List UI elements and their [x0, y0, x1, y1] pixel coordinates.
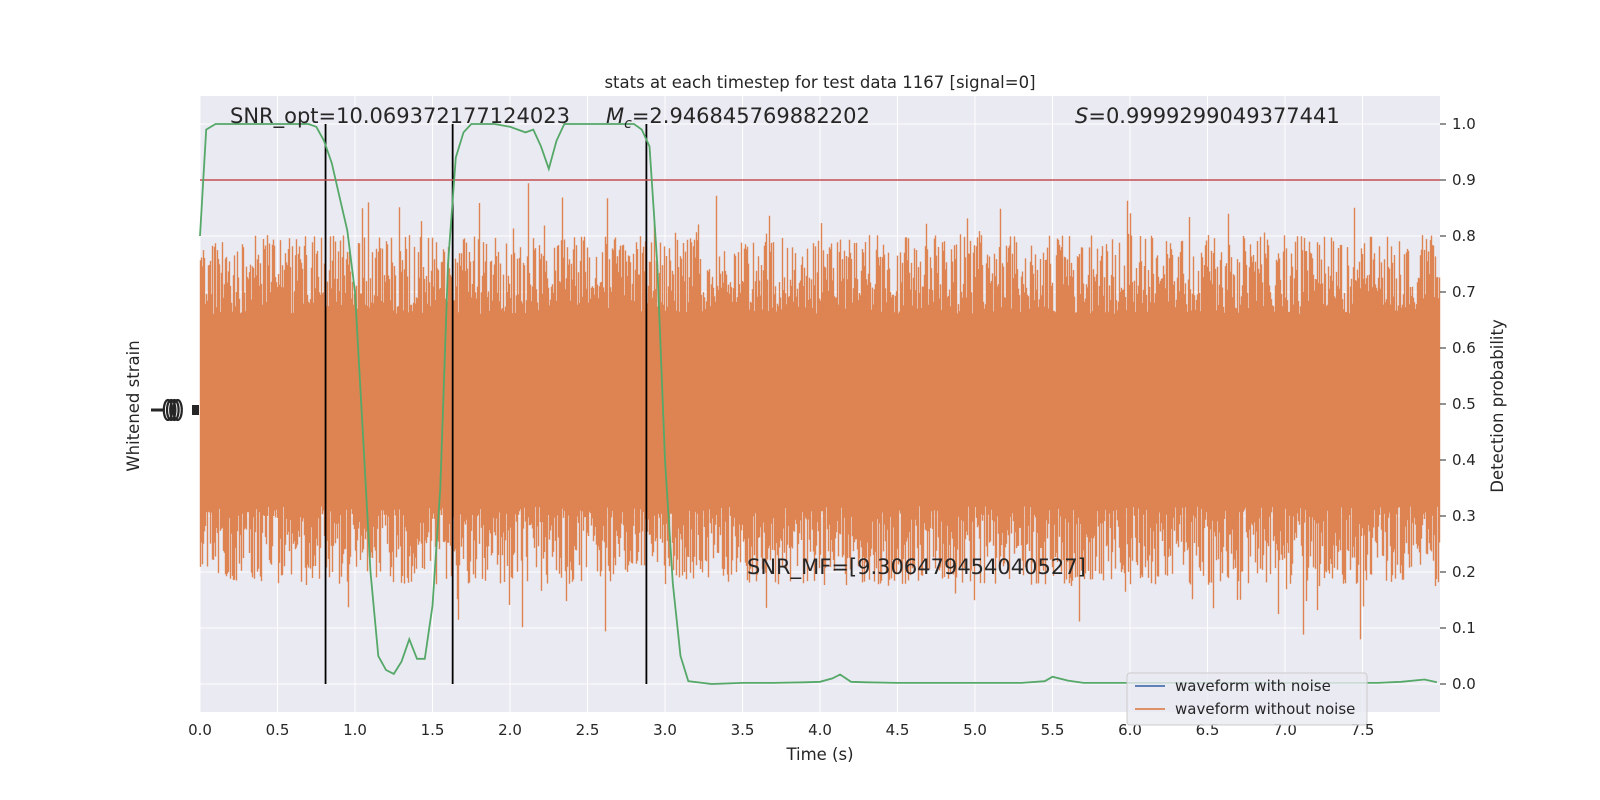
left-axis-ticks [151, 398, 199, 422]
x-tick-label: 2.5 [576, 721, 600, 739]
left-tick-glyph [162, 398, 174, 422]
waveform-without-noise-line [199, 183, 1441, 640]
x-tick-label: 0.0 [188, 721, 212, 739]
chart-title: stats at each timestep for test data 116… [604, 73, 1035, 92]
y-tick-label: 0.8 [1452, 227, 1476, 245]
x-tick-label: 1.5 [421, 721, 445, 739]
x-tick-label: 3.5 [731, 721, 755, 739]
y-tick-label: 1.0 [1452, 115, 1476, 133]
vertical-markers [324, 124, 648, 684]
x-tick-label: 5.0 [963, 721, 987, 739]
chirp-mass-annotation: Mc=2.946845769882202 [606, 104, 870, 132]
score-symbol: S [1075, 104, 1088, 128]
detection-probability-line [199, 123, 1438, 685]
left-axis-label: Whitened strain [124, 340, 143, 471]
right-axis-label: Detection probability [1488, 319, 1507, 493]
y-tick-label: 0.6 [1452, 339, 1476, 357]
score-annotation: S=0.9999299049377441 [1075, 104, 1340, 128]
chirp-mass-value: =2.946845769882202 [632, 104, 870, 128]
left-tick-glyph [172, 398, 183, 422]
y-tick-label: 0.1 [1452, 619, 1476, 637]
x-tick-label: 0.5 [266, 721, 290, 739]
snr-opt-annotation: SNR_opt=10.069372177124023 [230, 104, 570, 129]
y-tick-label: 0.2 [1452, 563, 1476, 581]
snr-mf-annotation: SNR_MF=[9.306479454040527] [747, 555, 1086, 580]
y-tick-label: 0.3 [1452, 507, 1476, 525]
legend-box [1126, 672, 1368, 726]
score-value: =0.9999299049377441 [1088, 104, 1339, 128]
right-axis-ticks: 0.0 0.1 0.2 0.3 0.4 0.5 0.6 0.7 0.8 0.9 1.0 [1440, 115, 1476, 693]
y-tick-label: 0.5 [1452, 395, 1476, 413]
left-tick-glyph [169, 398, 180, 422]
y-tick-label: 0.4 [1452, 451, 1476, 469]
x-tick-label: 1.0 [343, 721, 367, 739]
x-tick-label: 5.5 [1041, 721, 1065, 739]
legend: waveform with noise waveform without noi… [1126, 672, 1368, 726]
x-axis-label: Time (s) [785, 745, 853, 764]
y-tick-label: 0.9 [1452, 171, 1476, 189]
chirp-mass-subscript: c [624, 116, 632, 132]
x-tick-label: 2.0 [498, 721, 522, 739]
x-tick-label: 4.5 [886, 721, 910, 739]
x-tick-label: 3.0 [653, 721, 677, 739]
legend-label-without-noise: waveform without noise [1175, 700, 1355, 718]
chirp-mass-symbol: M [606, 104, 624, 128]
legend-label-with-noise: waveform with noise [1175, 677, 1331, 695]
x-axis-ticks: 0.0 0.5 1.0 1.5 2.0 2.5 3.0 3.5 4.0 4.5 5.0 5.5 6.0 6… [188, 721, 1374, 739]
left-tick-glyph [165, 398, 177, 422]
left-tick-dash [151, 408, 165, 412]
x-tick-label: 4.0 [808, 721, 832, 739]
left-tick-mark [192, 405, 199, 415]
y-tick-label: 0.0 [1452, 675, 1476, 693]
y-tick-label: 0.7 [1452, 283, 1476, 301]
